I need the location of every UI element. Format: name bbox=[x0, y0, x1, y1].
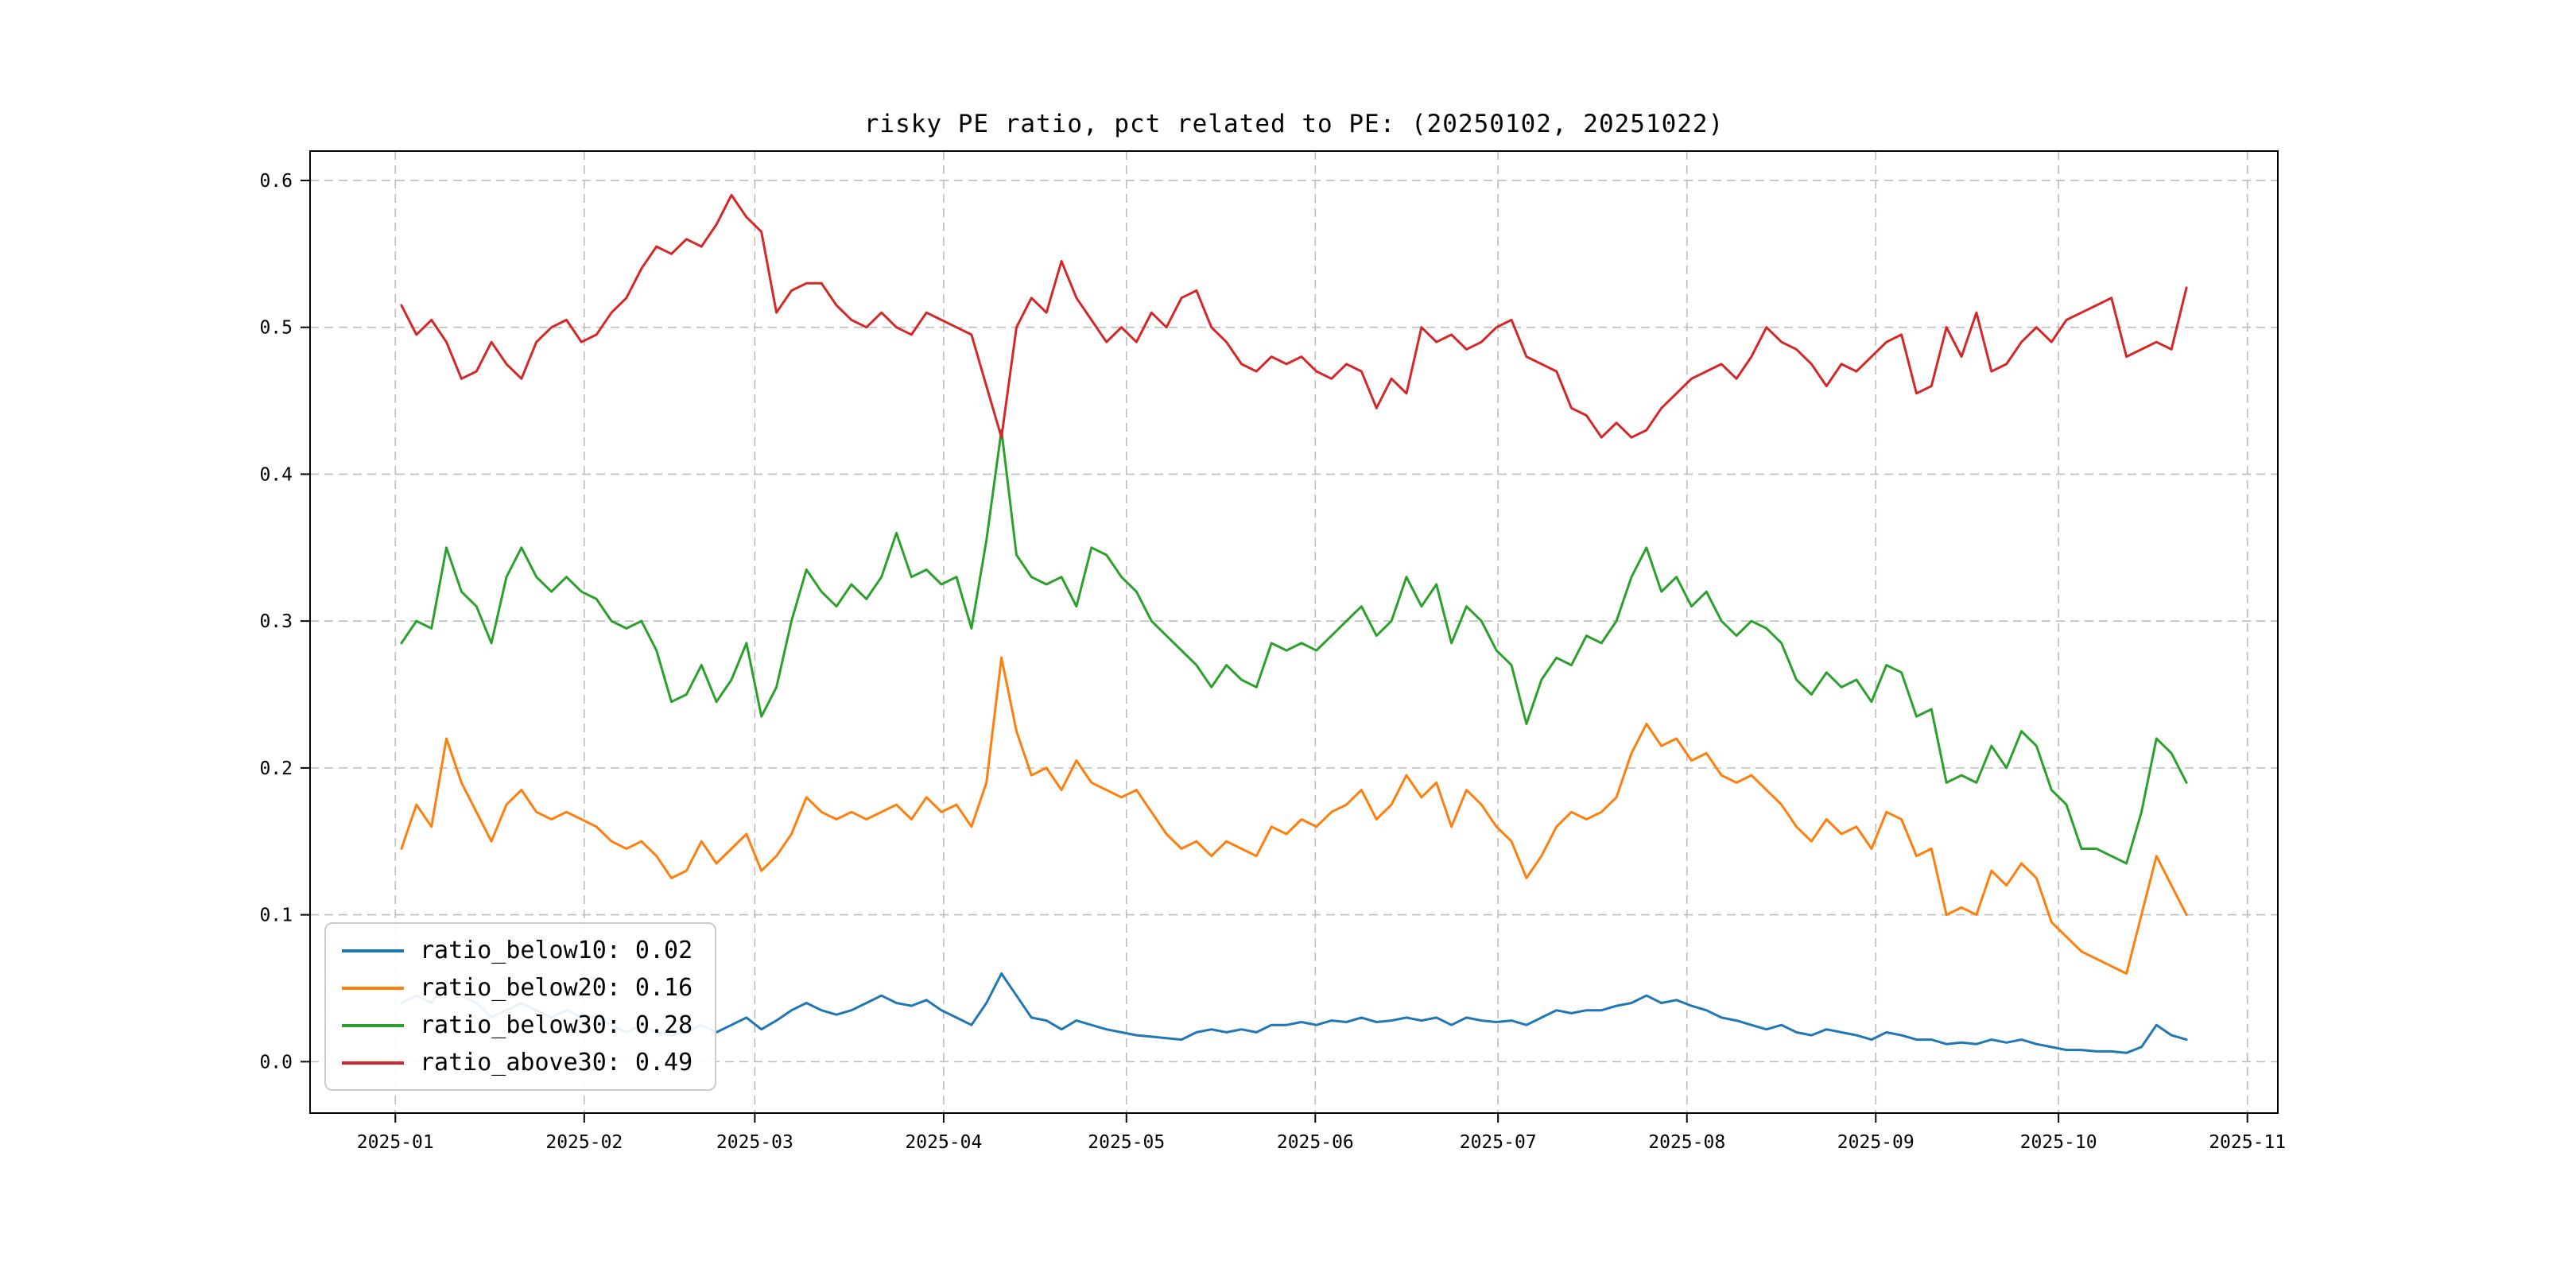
x-axis-tick-label: 2025-05 bbox=[1088, 1132, 1165, 1153]
legend-entry-label: ratio_below20: 0.16 bbox=[420, 974, 693, 1002]
y-axis-tick-label: 0.0 bbox=[259, 1052, 293, 1073]
legend-entry-label: ratio_below10: 0.02 bbox=[420, 937, 693, 964]
x-axis-tick-label: 2025-04 bbox=[905, 1132, 982, 1153]
legend-entry-ratio_above30: ratio_above30: 0.49 bbox=[342, 1049, 692, 1077]
chart-title: risky PE ratio, pct related to PE: (2025… bbox=[863, 110, 1724, 138]
y-axis-tick-label: 0.2 bbox=[259, 758, 293, 779]
legend-line-sample bbox=[342, 1061, 404, 1065]
x-axis-tick-label: 2025-01 bbox=[357, 1132, 434, 1153]
x-axis-tick-label: 2025-11 bbox=[2209, 1132, 2286, 1153]
x-axis-tick-label: 2025-03 bbox=[716, 1132, 793, 1153]
legend-entry-ratio_below20: ratio_below20: 0.16 bbox=[342, 974, 692, 1002]
legend-entry-ratio_below10: ratio_below10: 0.02 bbox=[342, 937, 692, 964]
y-axis-tick-label: 0.1 bbox=[259, 906, 293, 926]
y-axis-tick-label: 0.5 bbox=[259, 318, 293, 339]
series-line-ratio_below20 bbox=[400, 656, 2188, 975]
legend-line-sample bbox=[342, 949, 404, 952]
legend-entry-label: ratio_above30: 0.49 bbox=[420, 1049, 693, 1077]
x-axis-tick-label: 2025-07 bbox=[1460, 1132, 1537, 1153]
y-axis-tick-label: 0.4 bbox=[259, 464, 293, 485]
legend-line-sample bbox=[342, 1023, 404, 1027]
x-axis-tick-label: 2025-09 bbox=[1837, 1132, 1915, 1153]
legend-entry-label: ratio_below30: 0.28 bbox=[420, 1011, 693, 1039]
series-line-ratio_above30 bbox=[400, 193, 2188, 439]
y-axis-tick-label: 0.3 bbox=[259, 611, 293, 632]
x-axis-tick-label: 2025-02 bbox=[545, 1132, 623, 1153]
x-axis-tick-label: 2025-06 bbox=[1277, 1132, 1354, 1153]
legend-entry-ratio_below30: ratio_below30: 0.28 bbox=[342, 1011, 692, 1039]
y-axis-tick-label: 0.6 bbox=[259, 171, 293, 192]
chart-legend: ratio_below10: 0.02 ratio_below20: 0.16 ra… bbox=[324, 922, 717, 1091]
x-axis-tick-label: 2025-08 bbox=[1648, 1132, 1725, 1153]
plot-border bbox=[309, 150, 2279, 1114]
legend-line-sample bbox=[342, 986, 404, 990]
x-axis-tick-label: 2025-10 bbox=[2020, 1132, 2097, 1153]
series-line-ratio_below30 bbox=[400, 429, 2188, 865]
